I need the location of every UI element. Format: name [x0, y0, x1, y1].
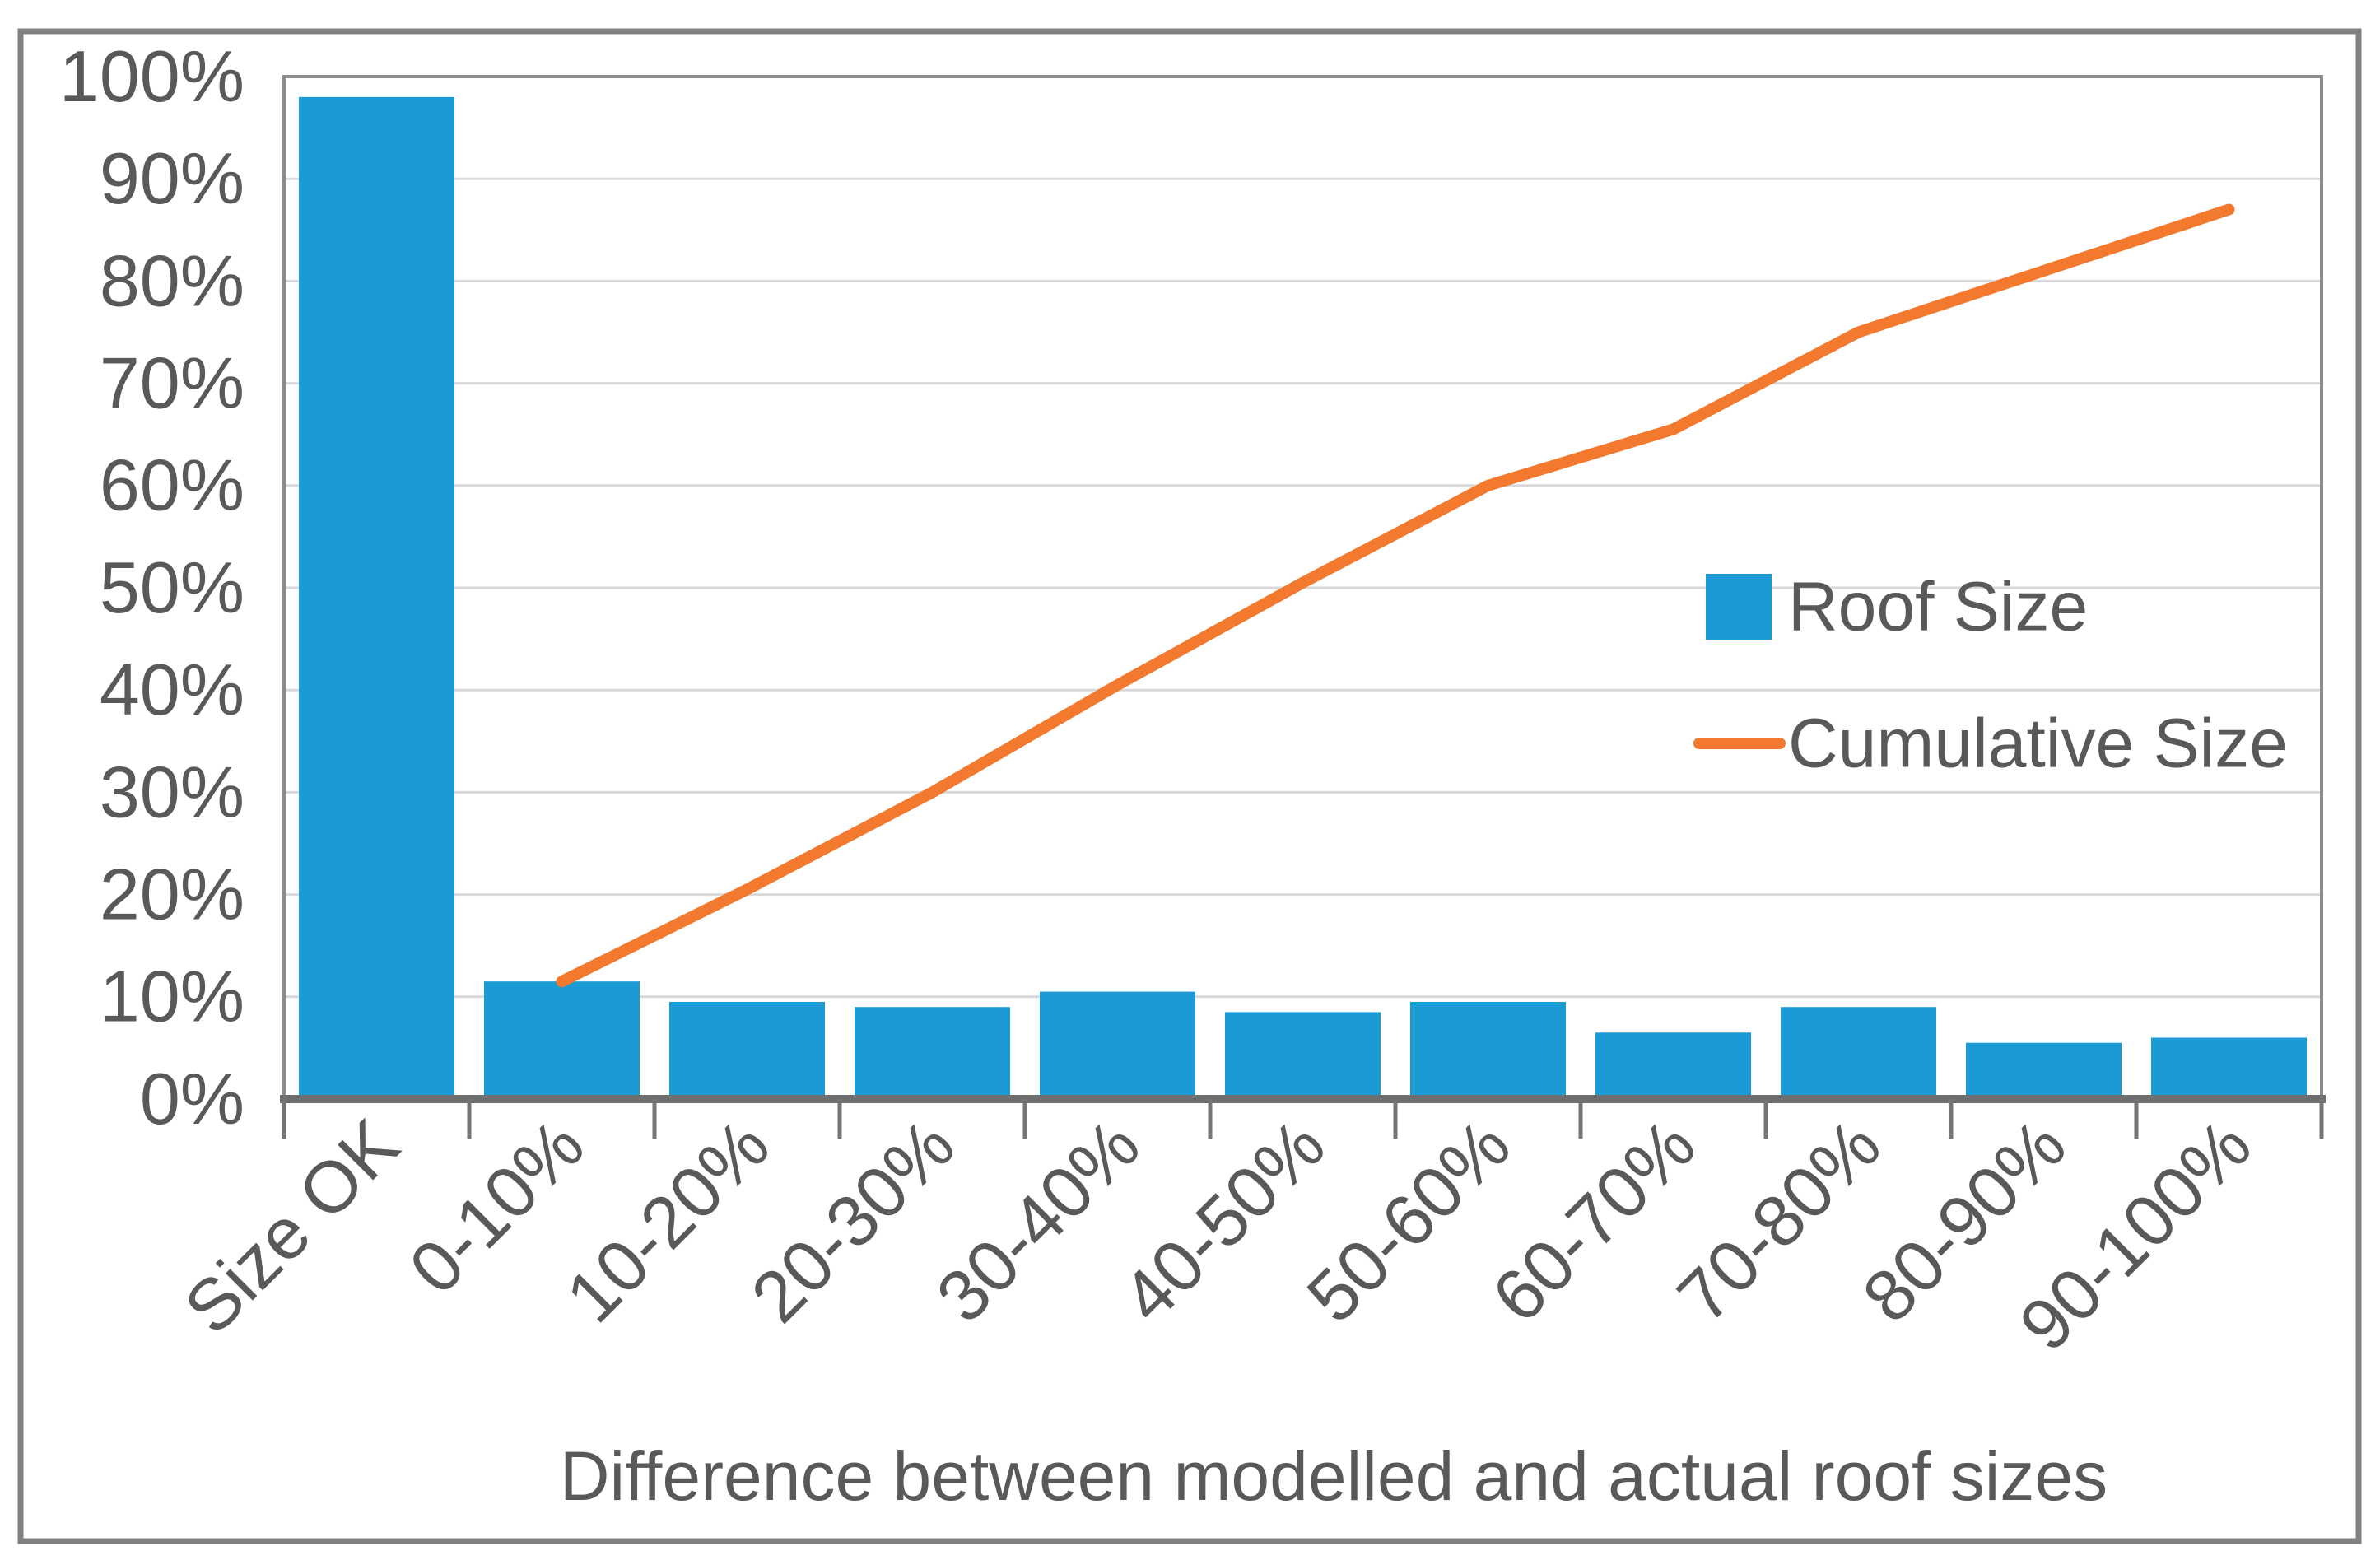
- bar-30-40: [1040, 991, 1195, 1099]
- bar-10-20: [669, 1002, 825, 1099]
- line-series-cumulative-size: [556, 203, 2235, 988]
- bars-series-roof-size: [299, 96, 2307, 1100]
- y-axis-tick-label: 20%: [100, 854, 245, 935]
- x-axis-ticks: [282, 1099, 2324, 1139]
- bar-50-60: [1410, 1002, 1566, 1099]
- y-axis-tick-label: 70%: [100, 342, 245, 424]
- x-axis-title: Difference between modelled and actual r…: [560, 1437, 2108, 1515]
- y-axis-tick-label: 10%: [100, 956, 245, 1037]
- legend-square-swatch-icon: [1706, 574, 1772, 640]
- y-axis-tick-label: 0%: [140, 1058, 245, 1139]
- legend-label-cumulative-size: Cumulative Size: [1788, 705, 2288, 782]
- bar-90-100: [2151, 1037, 2307, 1099]
- bar-70-80: [1781, 1007, 1936, 1099]
- legend: Roof Size Cumulative Size: [1693, 568, 2288, 782]
- y-axis-tick-label: 90%: [100, 137, 245, 219]
- bar-80-90: [1966, 1042, 2122, 1099]
- bar-60-70: [1595, 1032, 1751, 1099]
- y-axis-tick-label: 30%: [100, 751, 245, 832]
- bar-40-50: [1225, 1012, 1381, 1099]
- bar-size-ok: [299, 96, 454, 1100]
- bar-0-10: [484, 981, 640, 1099]
- y-axis-labels: 0% 10% 20% 30% 40% 50% 60% 70% 80% 90% 100%: [59, 35, 245, 1139]
- y-axis-tick-label: 80%: [100, 240, 245, 321]
- y-axis-tick-label: 100%: [59, 35, 245, 117]
- y-axis-tick-label: 60%: [100, 445, 245, 526]
- bar-20-30: [855, 1007, 1010, 1099]
- y-axis-tick-label: 50%: [100, 547, 245, 628]
- legend-label-roof-size: Roof Size: [1788, 568, 2088, 645]
- y-axis-tick-label: 40%: [100, 649, 245, 730]
